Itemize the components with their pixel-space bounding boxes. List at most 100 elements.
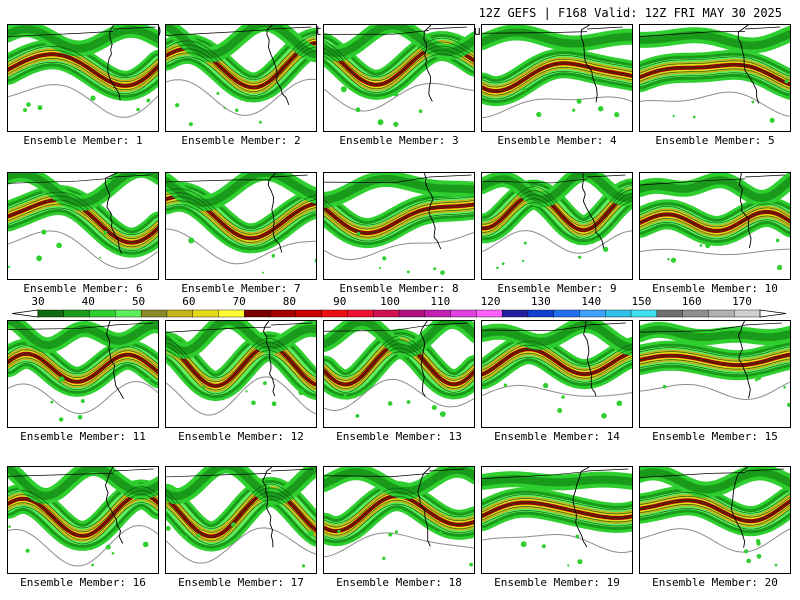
isotach-speck: [146, 98, 151, 103]
border-line: [166, 26, 312, 36]
isotach-map: [324, 467, 474, 567]
colorbar-arrow-left: [11, 309, 39, 318]
height-contour: [324, 339, 474, 381]
isotach-speck: [26, 102, 31, 107]
isotach-speck: [99, 256, 102, 259]
isotach-map: [8, 467, 158, 567]
isotach-speck: [196, 533, 201, 538]
colorbar-swatch: [630, 309, 658, 318]
height-contour: [324, 196, 474, 226]
colorbar-tick-label: 90: [333, 295, 347, 308]
isotach-band: [8, 321, 158, 350]
isotach-speck: [755, 378, 758, 382]
isotach-speck: [382, 556, 386, 561]
height-contour: [166, 78, 316, 116]
height-contour: [8, 46, 158, 79]
height-contour: [166, 196, 316, 239]
isotach-speck: [501, 262, 505, 265]
ensemble-member-label: Ensemble Member: 19: [494, 576, 620, 589]
isotach-speck: [377, 119, 384, 126]
isotach-speck: [136, 107, 140, 112]
height-contour: [482, 344, 632, 371]
isotach-speck: [756, 541, 761, 546]
isotach-band: [166, 25, 316, 59]
isotach-speck: [433, 267, 437, 271]
coastline: [737, 321, 751, 399]
ensemble-member-panel: [165, 172, 317, 280]
isotach-speck: [142, 541, 149, 548]
height-contour: [482, 230, 632, 254]
isotach-map: [482, 25, 632, 119]
height-contour: [166, 200, 316, 243]
isotach-speck: [406, 270, 410, 274]
border-line: [8, 468, 154, 477]
isotach-speck: [705, 242, 711, 249]
colorbar-tick-label: 80: [282, 295, 297, 308]
isotach-speck: [90, 95, 96, 101]
isotach-speck: [520, 541, 527, 548]
height-contour: [8, 486, 158, 529]
isotach-speck: [783, 385, 786, 389]
height-contour: [640, 346, 790, 358]
colorbar-tick-label: 170: [732, 295, 752, 308]
height-contour: [8, 54, 158, 87]
height-contour: [482, 193, 632, 231]
colorbar-swatch: [321, 309, 348, 318]
isotach-band: [166, 321, 316, 355]
isotach-speck: [440, 270, 445, 275]
colorbar-swatch: [682, 309, 709, 318]
colorbar-tick-label: 160: [681, 295, 702, 308]
isotach-speck: [290, 230, 293, 233]
border-line: [640, 468, 784, 478]
isotach-map: [482, 467, 632, 567]
coastline: [730, 467, 748, 548]
height-contour: [8, 50, 158, 83]
height-contour: [482, 502, 632, 519]
isotach-band: [482, 173, 632, 204]
coastline: [581, 173, 605, 250]
height-contour: [482, 189, 632, 227]
height-contour: [640, 211, 790, 232]
coastline: [107, 25, 121, 101]
coastline: [572, 467, 590, 548]
ensemble-member-panel: [639, 466, 791, 574]
colorbar-arrow-right: [759, 309, 787, 318]
isotach-speck: [146, 377, 151, 382]
isotach-map: [166, 467, 316, 568]
isotach-speck: [578, 255, 582, 259]
isotach-map: [166, 173, 316, 274]
border-line: [324, 322, 469, 332]
height-contour: [166, 487, 316, 533]
isotach-map: [324, 173, 474, 275]
isotach-speck: [263, 381, 267, 386]
height-contour: [640, 68, 790, 89]
isotach-speck: [58, 376, 65, 383]
isotach-speck: [784, 79, 789, 84]
colorbar-swatch: [708, 309, 735, 318]
isotach-map: [8, 25, 158, 118]
isotach-speck: [672, 114, 675, 118]
height-contour: [166, 50, 316, 96]
isotach-speck: [522, 87, 527, 92]
height-contour: [8, 230, 158, 270]
isotach-map: [640, 467, 790, 567]
height-contour: [482, 201, 632, 239]
isotach-speck: [521, 259, 525, 263]
ensemble-member-panel: [165, 466, 317, 574]
colorbar-swatch: [450, 309, 477, 318]
isotach-speck: [503, 383, 508, 387]
isotach-speck: [216, 91, 220, 95]
isotach-speck: [298, 389, 305, 396]
colorbar-swatch: [166, 309, 194, 318]
height-contour: [482, 59, 632, 88]
border-line: [166, 174, 308, 183]
isotach-speck: [613, 530, 616, 533]
isotach-map: [640, 321, 790, 408]
height-contour: [166, 495, 316, 541]
colorbar-swatch: [398, 309, 426, 318]
isotach-speck: [41, 229, 47, 235]
border-line: [324, 174, 472, 184]
isotach-speck: [251, 400, 256, 406]
height-contour: [482, 494, 632, 511]
coastline: [423, 25, 433, 102]
